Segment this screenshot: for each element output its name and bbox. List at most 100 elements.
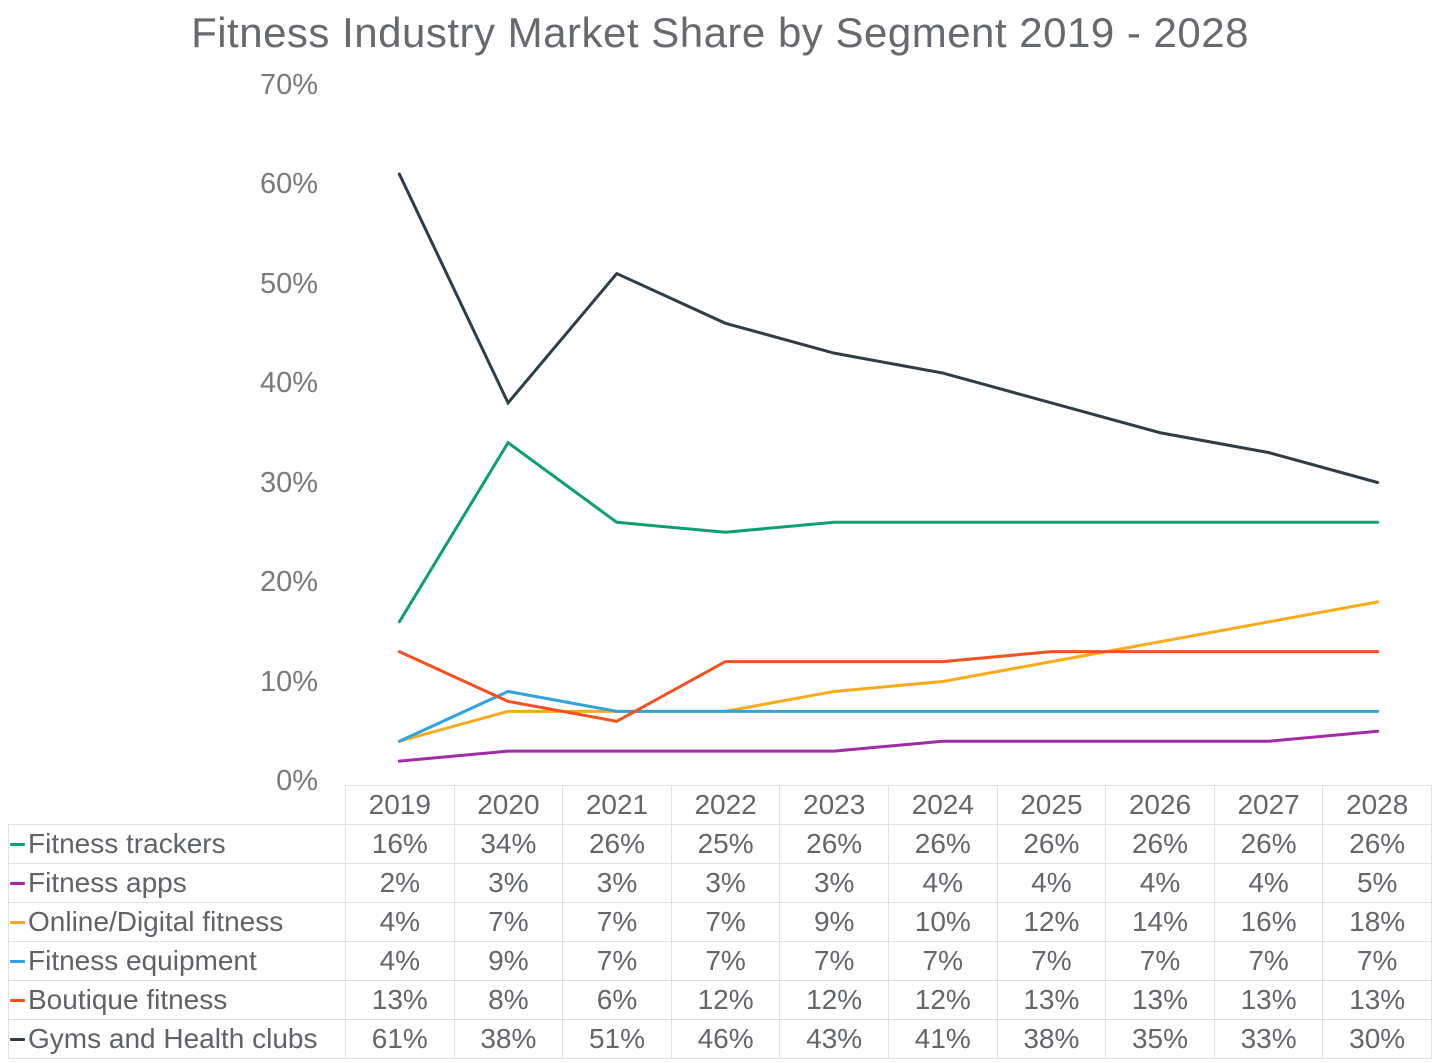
value-fitness-equipment-2023: 7% — [779, 941, 888, 980]
year-header-2021: 2021 — [562, 785, 671, 824]
series-name: Fitness equipment — [28, 945, 257, 976]
y-axis-tick-label: 70% — [259, 68, 318, 101]
series-color-dash-icon — [10, 920, 25, 924]
value-fitness-apps-2028: 5% — [1322, 863, 1431, 902]
value-boutique-fitness-2020: 8% — [453, 980, 563, 1019]
value-boutique-fitness-2021: 6% — [562, 980, 671, 1019]
value-fitness-apps-2022: 3% — [670, 863, 780, 902]
value-fitness-trackers-2026: 26% — [1105, 824, 1214, 863]
value-online-digital-fitness-2020: 7% — [453, 902, 563, 941]
y-axis-tick-label: 10% — [259, 665, 318, 698]
value-fitness-equipment-2024: 7% — [887, 941, 997, 980]
value-fitness-equipment-2021: 7% — [562, 941, 671, 980]
series-name: Gyms and Health clubs — [28, 1023, 318, 1054]
series-color-dash-icon — [10, 842, 25, 846]
value-gyms-and-health-clubs-2025: 38% — [996, 1019, 1106, 1058]
value-fitness-equipment-2026: 7% — [1105, 941, 1214, 980]
series-label-fitness-apps: Fitness apps — [8, 863, 345, 902]
value-online-digital-fitness-2019: 4% — [345, 902, 454, 941]
year-header-2026: 2026 — [1105, 785, 1214, 824]
year-header-2025: 2025 — [996, 785, 1106, 824]
line-chart — [397, 172, 1380, 763]
value-boutique-fitness-2025: 13% — [996, 980, 1106, 1019]
value-boutique-fitness-2019: 13% — [345, 980, 454, 1019]
value-fitness-trackers-2024: 26% — [887, 824, 997, 863]
value-online-digital-fitness-2027: 16% — [1213, 902, 1323, 941]
value-fitness-trackers-2022: 25% — [670, 824, 780, 863]
y-axis-tick-label: 40% — [259, 367, 318, 399]
value-gyms-and-health-clubs-2023: 43% — [779, 1019, 888, 1058]
series-line-fitness-trackers — [397, 440, 1380, 624]
series-label-online-digital-fitness: Online/Digital fitness — [8, 902, 345, 941]
value-fitness-apps-2024: 4% — [887, 863, 997, 902]
year-header-2019: 2019 — [345, 785, 454, 824]
value-fitness-equipment-2025: 7% — [996, 941, 1106, 980]
value-boutique-fitness-2022: 12% — [670, 980, 780, 1019]
year-header-2027: 2027 — [1213, 785, 1323, 824]
value-gyms-and-health-clubs-2021: 51% — [562, 1019, 671, 1058]
value-fitness-equipment-2020: 9% — [453, 941, 563, 980]
value-fitness-trackers-2025: 26% — [996, 824, 1106, 863]
value-fitness-apps-2025: 4% — [996, 863, 1106, 902]
value-fitness-apps-2023: 3% — [779, 863, 888, 902]
value-fitness-trackers-2023: 26% — [779, 824, 888, 863]
value-gyms-and-health-clubs-2028: 30% — [1322, 1019, 1431, 1058]
year-header-2023: 2023 — [779, 785, 888, 824]
y-axis-tick-label: 50% — [259, 267, 318, 300]
value-fitness-apps-2019: 2% — [345, 863, 454, 902]
series-color-dash-icon — [10, 881, 25, 885]
series-label-fitness-trackers: Fitness trackers — [8, 824, 345, 863]
value-online-digital-fitness-2025: 12% — [996, 902, 1106, 941]
value-online-digital-fitness-2022: 7% — [670, 902, 780, 941]
series-line-boutique-fitness — [397, 650, 1380, 723]
value-online-digital-fitness-2028: 18% — [1322, 902, 1431, 941]
year-header-2020: 2020 — [453, 785, 563, 824]
series-line-gyms-and-health-clubs — [397, 172, 1380, 484]
value-fitness-trackers-2019: 16% — [345, 824, 454, 863]
value-boutique-fitness-2027: 13% — [1213, 980, 1323, 1019]
value-fitness-equipment-2019: 4% — [345, 941, 454, 980]
value-fitness-equipment-2027: 7% — [1213, 941, 1323, 980]
series-name: Fitness apps — [28, 867, 187, 898]
series-color-dash-icon — [10, 998, 25, 1002]
series-label-fitness-equipment: Fitness equipment — [8, 941, 345, 980]
value-fitness-trackers-2021: 26% — [562, 824, 671, 863]
series-name: Boutique fitness — [28, 984, 228, 1015]
data-table: 2019 2020 2021 2022 2023 2024 2025 2026 2027 2028… — [8, 785, 1432, 1059]
series-color-dash-icon — [10, 959, 25, 963]
value-gyms-and-health-clubs-2027: 33% — [1213, 1019, 1323, 1058]
value-fitness-trackers-2020: 34% — [453, 824, 563, 863]
y-axis-tick-label: 0% — [276, 765, 318, 797]
value-fitness-equipment-2028: 7% — [1322, 941, 1431, 980]
value-gyms-and-health-clubs-2022: 46% — [670, 1019, 780, 1058]
value-online-digital-fitness-2026: 14% — [1105, 902, 1214, 941]
value-boutique-fitness-2026: 13% — [1105, 980, 1214, 1019]
series-color-dash-icon — [10, 1037, 25, 1041]
value-fitness-apps-2027: 4% — [1213, 863, 1323, 902]
value-boutique-fitness-2023: 12% — [779, 980, 888, 1019]
year-header-2022: 2022 — [670, 785, 780, 824]
y-axis-tick-label: 20% — [259, 566, 318, 598]
value-gyms-and-health-clubs-2019: 61% — [345, 1019, 454, 1058]
value-fitness-trackers-2028: 26% — [1322, 824, 1431, 863]
value-online-digital-fitness-2021: 7% — [562, 902, 671, 941]
value-fitness-trackers-2027: 26% — [1213, 824, 1323, 863]
value-fitness-equipment-2022: 7% — [670, 941, 780, 980]
value-boutique-fitness-2024: 12% — [887, 980, 997, 1019]
value-gyms-and-health-clubs-2026: 35% — [1105, 1019, 1214, 1058]
value-fitness-apps-2026: 4% — [1105, 863, 1214, 902]
value-fitness-apps-2020: 3% — [453, 863, 563, 902]
series-label-boutique-fitness: Boutique fitness — [8, 980, 345, 1019]
series-label-gyms-and-health-clubs: Gyms and Health clubs — [8, 1019, 345, 1058]
series-line-fitness-apps — [397, 729, 1380, 763]
series-line-fitness-equipment — [397, 689, 1380, 743]
value-fitness-apps-2021: 3% — [562, 863, 671, 902]
value-gyms-and-health-clubs-2020: 38% — [453, 1019, 563, 1058]
year-header-2028: 2028 — [1322, 785, 1431, 824]
value-boutique-fitness-2028: 13% — [1322, 980, 1431, 1019]
series-name: Fitness trackers — [28, 828, 226, 859]
value-online-digital-fitness-2023: 9% — [779, 902, 888, 941]
y-axis-tick-label: 30% — [259, 466, 318, 499]
chart-title: Fitness Industry Market Share by Segment… — [191, 9, 1249, 56]
year-header-2024: 2024 — [887, 785, 997, 824]
